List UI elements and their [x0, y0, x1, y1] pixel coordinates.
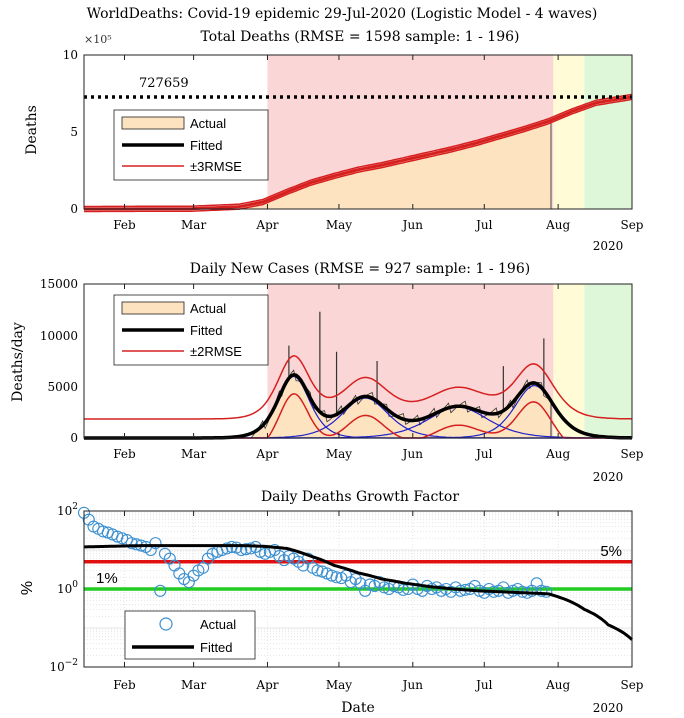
panel3-actual-point [158, 547, 172, 560]
panel1-ytick-5: 5 [70, 125, 78, 139]
panel3-actual-point [149, 537, 162, 550]
panel1-band-upper [84, 93, 633, 208]
panel3-actual-point [330, 571, 343, 584]
panel3-actual-point [535, 584, 548, 597]
panel1-legend-actual: Actual [190, 116, 226, 131]
panel2-xtick-label: Apr [255, 447, 278, 461]
panel3-axes-frame [83, 510, 633, 668]
panel2-legend-actual-swatch [121, 301, 185, 315]
panel1-xtick-label: Apr [255, 218, 278, 232]
panel2-xtick-label: Jul [474, 447, 493, 461]
panel3-actual-point [239, 543, 253, 556]
panel2-ylabel: Deaths/day [10, 322, 26, 402]
panel1-xtick-label: Aug [545, 218, 570, 232]
panel3-actual-point [363, 578, 376, 591]
panel3-actual-point [125, 537, 138, 550]
panel1-legend-fitted: Fitted [190, 138, 223, 153]
panel3-actual-point [268, 543, 281, 557]
panel1-xtick-label: Sep [620, 218, 643, 232]
panel1-final-value: 727659 [139, 76, 189, 91]
panel2-xtick-label: Jun [401, 447, 424, 461]
panel1-region-yellow [553, 55, 585, 209]
panel3-ytick-0: 100 [57, 580, 78, 596]
panel3-actual-point [154, 584, 167, 597]
panel2-xtick-label: Mar [181, 447, 206, 461]
panel2-title: Daily New Cases (RMSE = 927 sample: 1 - … [190, 261, 530, 277]
panel2-legend-actual: Actual [190, 301, 226, 316]
panel3-xtick-label: Apr [255, 678, 278, 692]
panel1-year-label: 2020 [593, 239, 624, 253]
panel1-xtick-label: Jul [474, 218, 493, 232]
panel3-xtick-label: Jun [401, 678, 424, 692]
panel1-ytick-10: 10 [63, 48, 78, 62]
panel3-legend: Actual Fitted [124, 610, 256, 660]
panel1-exponent: ×10⁵ [84, 33, 112, 46]
panel1-legend-actual-swatch [121, 116, 185, 130]
panel3-actual-point [182, 576, 195, 589]
panel1-legend-band: ±3RMSE [190, 159, 242, 174]
panel3-xtick-label: Feb [113, 678, 136, 692]
panel3-actual-point [220, 542, 234, 555]
panel1-axes-frame [83, 54, 633, 210]
panel3-xtick-label: May [326, 678, 352, 692]
panel2-ytick-5000: 5000 [47, 380, 78, 394]
panel2-ytick-15000: 15000 [40, 277, 78, 291]
panel2-legend-band: ±2RMSE [190, 344, 242, 359]
panel3-ytick-minus2: 10−2 [49, 658, 78, 674]
panel2-axes-frame [83, 283, 633, 439]
panel1-xtick-label: Mar [181, 218, 206, 232]
panel2-legend-fitted: Fitted [190, 323, 223, 338]
panel2-year-label: 2020 [593, 470, 624, 484]
panel3-ytick-2: 102 [57, 502, 78, 518]
panel2-band-upper [84, 355, 633, 420]
panel3-xtick-label: Sep [620, 678, 643, 692]
panel3-actual-point [325, 569, 338, 582]
panel3-actual-point [540, 585, 553, 598]
panel2-xtick-label: Aug [545, 447, 570, 461]
panel2-region-green [584, 284, 632, 438]
panel3-legend-actual: Actual [200, 617, 236, 632]
panel1-band-lower [84, 98, 633, 213]
panel3-actual-point [397, 583, 410, 596]
panel3-actual-point [163, 552, 176, 565]
panel1-xtick-label: May [326, 218, 352, 232]
panel3-actual-point [425, 582, 438, 596]
panel2-xtick-label: May [326, 447, 352, 461]
panel3-title: Daily Deaths Growth Factor [261, 489, 459, 505]
panel2-ytick-10000: 10000 [40, 329, 78, 343]
panel3-legend-fitted: Fitted [200, 640, 233, 655]
panel1-legend: Actual Fitted ±3RMSE [113, 109, 269, 181]
panel3-fitted-line [84, 544, 634, 641]
panel3-ref-5pct-label: 5% [600, 543, 622, 560]
panel1-ytick-0: 0 [70, 202, 78, 216]
panel3-year-label: 2020 [593, 701, 624, 715]
figure-title: WorldDeaths: Covid-19 epidemic 29-Jul-20… [87, 6, 598, 22]
panel3-xtick-label: Mar [181, 678, 206, 692]
panel3-legend-actual-marker [159, 617, 173, 631]
panel3-ylabel: % [19, 581, 36, 595]
panel3-xtick-label: Aug [545, 678, 570, 692]
panel1-ylabel: Deaths [24, 105, 40, 155]
panel1-region-green [584, 55, 632, 209]
panel2-legend: Actual Fitted ±2RMSE [113, 294, 269, 366]
panel3-ref-1pct-label: 1% [96, 570, 118, 587]
panel1-xtick-label: Feb [113, 218, 136, 232]
panel3-actual-point [201, 552, 214, 565]
panel3-actual-point [82, 513, 95, 526]
panel3-actual-point [349, 572, 362, 586]
panel2-ytick-0: 0 [70, 431, 78, 445]
panel2-xtick-label: Feb [113, 447, 136, 461]
panel3-xtick-label: Jul [474, 678, 493, 692]
panel3-actual-point [378, 581, 391, 594]
panel3-actual-point [297, 559, 310, 572]
panel2-region-yellow [553, 284, 585, 438]
panel1-title: Total Deaths (RMSE = 1598 sample: 1 - 19… [201, 29, 520, 45]
panel1-xtick-label: Jun [401, 218, 424, 232]
panel3-actual-point [359, 584, 372, 597]
panel3-xlabel: Date [341, 700, 374, 716]
panel3-actual-point [444, 585, 457, 598]
panel2-xtick-label: Sep [620, 447, 643, 461]
